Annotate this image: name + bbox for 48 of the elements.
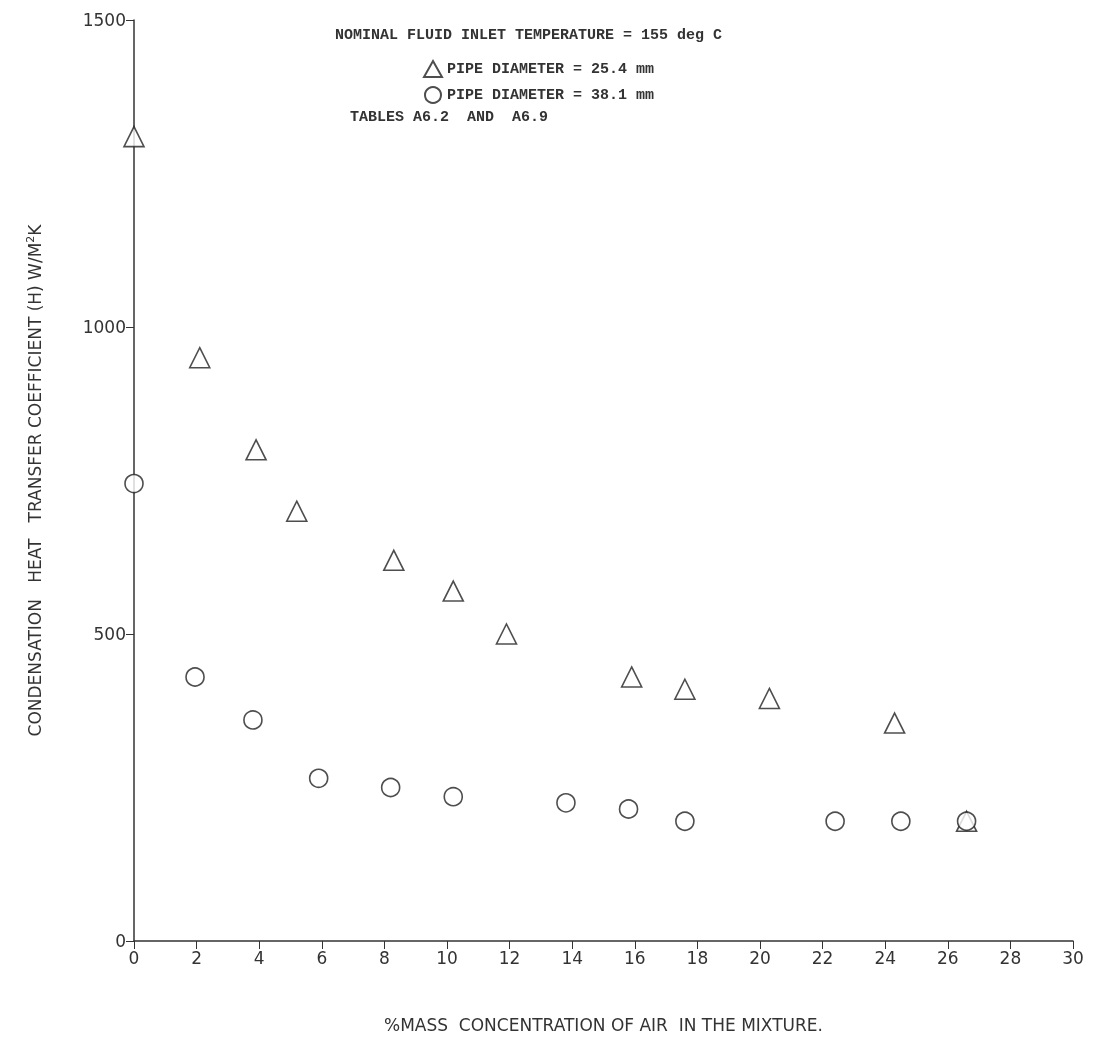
- point: [245, 439, 267, 461]
- x-tick-label: 14: [561, 947, 584, 968]
- point: [620, 666, 643, 688]
- y-tick-label: 1500: [82, 10, 126, 30]
- x-axis-title: %MASS CONCENTRATION OF AIR IN THE MIXTURE.: [384, 1014, 823, 1035]
- x-tick-label: 0: [128, 947, 140, 968]
- point: [891, 811, 911, 832]
- point: [123, 125, 145, 148]
- point: [185, 667, 205, 687]
- point: [380, 777, 401, 798]
- point: [675, 811, 695, 832]
- point: [285, 500, 308, 522]
- point: [382, 549, 405, 572]
- point: [758, 687, 781, 710]
- point: [308, 768, 329, 789]
- x-tick-label: 22: [811, 947, 834, 968]
- x-tick-label: 10: [436, 947, 458, 968]
- x-tick-label: 20: [749, 947, 771, 968]
- y-tick-label: 500: [93, 624, 126, 644]
- point: [825, 811, 845, 832]
- point: [243, 710, 263, 730]
- y-tick-label: 1000: [82, 317, 126, 337]
- legend-label: PIPE DIAMETER = 25.4 mm: [447, 60, 655, 78]
- x-tick-label: 24: [874, 947, 897, 968]
- x-tick-label: 6: [316, 947, 328, 968]
- point: [618, 799, 639, 819]
- point: [443, 786, 464, 807]
- point: [556, 793, 576, 813]
- legend-label: PIPE DIAMETER = 38.1 mm: [447, 86, 655, 104]
- point: [442, 580, 465, 602]
- x-tick-label: 16: [623, 947, 646, 968]
- y-axis-title: CONDENSATION HEAT TRANSFER COEFFICIENT (H) W/M2K: [24, 223, 45, 737]
- annotation: TABLES A6.2 AND A6.9: [350, 109, 549, 126]
- x-tick-label: 4: [253, 947, 265, 968]
- point: [188, 346, 211, 369]
- x-tick-label: 18: [686, 947, 709, 968]
- x-tick-label: 26: [936, 947, 959, 968]
- point: [495, 623, 518, 645]
- point: [674, 678, 696, 701]
- point: [883, 712, 906, 734]
- x-tick-label: 12: [498, 947, 521, 968]
- annotation: NOMINAL FLUID INLET TEMPERATURE = 155 deg C: [335, 27, 723, 44]
- point: [124, 473, 144, 494]
- x-tick-label: 28: [999, 947, 1022, 968]
- x-tick-label: 30: [1062, 947, 1084, 968]
- x-tick-label: 2: [191, 947, 203, 968]
- y-tick-label: 0: [115, 931, 126, 951]
- x-tick-label: 8: [378, 947, 390, 968]
